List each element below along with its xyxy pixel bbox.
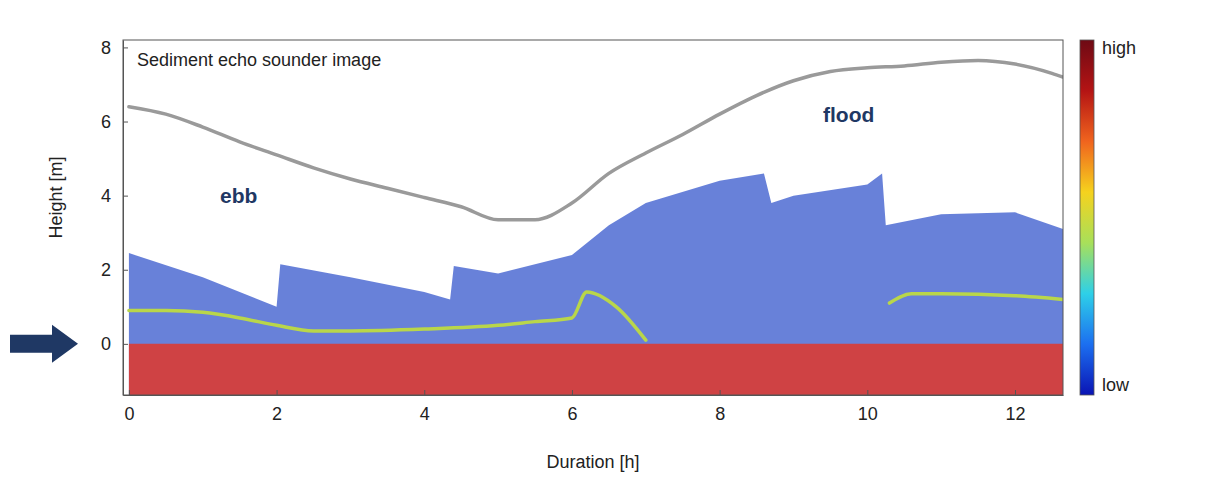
tick-label: 4 <box>420 404 430 424</box>
tick-mark <box>123 344 128 345</box>
tick-label: 6 <box>101 112 111 132</box>
tick-mark <box>572 390 573 395</box>
tick-label: 4 <box>101 186 111 206</box>
tick-mark <box>867 390 868 395</box>
echo-area <box>129 173 1063 395</box>
colorbar-label: high <box>1102 38 1136 58</box>
annotation: ebb <box>220 184 257 207</box>
tick-mark <box>277 390 278 395</box>
chart: 0 2 4 6 8 10 12 0 2 4 6 8 Duration [h] Height [m] Sedi… <box>0 0 1224 485</box>
axis-line <box>123 41 124 396</box>
y-axis-title: Height [m] <box>46 156 66 238</box>
tick-label: 10 <box>858 404 878 424</box>
tick-label: 2 <box>101 260 111 280</box>
tick-label: 2 <box>272 404 282 424</box>
level-line <box>129 60 1063 219</box>
tick-mark <box>123 270 128 271</box>
axis-line <box>124 395 1064 396</box>
tick-mark <box>123 122 128 123</box>
x-axis-title: Duration [h] <box>546 452 639 472</box>
tick-mark <box>129 390 130 395</box>
plot-marks <box>129 60 1063 395</box>
tick-mark <box>424 390 425 395</box>
tick: 8 <box>101 38 128 58</box>
tick-label: 8 <box>101 38 111 58</box>
tick-mark <box>1015 390 1016 395</box>
tick: 12 <box>1005 390 1025 424</box>
tick: 6 <box>101 112 128 132</box>
tick: 2 <box>101 260 128 280</box>
title: Sediment echo sounder image <box>137 50 381 70</box>
tick-label: 12 <box>1005 404 1025 424</box>
colorbar-label: low <box>1102 375 1130 395</box>
tick: 4 <box>101 186 128 206</box>
tick: 4 <box>420 390 430 424</box>
pointer-arrow <box>10 325 78 363</box>
tick: 8 <box>715 390 725 424</box>
tick: 0 <box>124 390 134 424</box>
tick: 2 <box>272 390 282 424</box>
plot-frame <box>123 40 1063 395</box>
tick: 0 <box>101 334 128 354</box>
tick-label: 0 <box>124 404 134 424</box>
tick-label: 8 <box>715 404 725 424</box>
annotation: flood <box>823 103 874 126</box>
tick-mark <box>123 196 128 197</box>
tick-label: 6 <box>567 404 577 424</box>
tick: 6 <box>567 390 577 424</box>
x-axis: 0 2 4 6 8 10 12 <box>124 390 1064 424</box>
level-line <box>129 292 1063 340</box>
y-axis: 0 2 4 6 8 <box>101 38 128 396</box>
tick: 10 <box>858 390 878 424</box>
echo-area <box>129 344 1063 395</box>
tick-mark <box>720 390 721 395</box>
colorbar <box>1080 40 1094 395</box>
tick-label: 0 <box>101 334 111 354</box>
tick-mark <box>123 47 128 48</box>
